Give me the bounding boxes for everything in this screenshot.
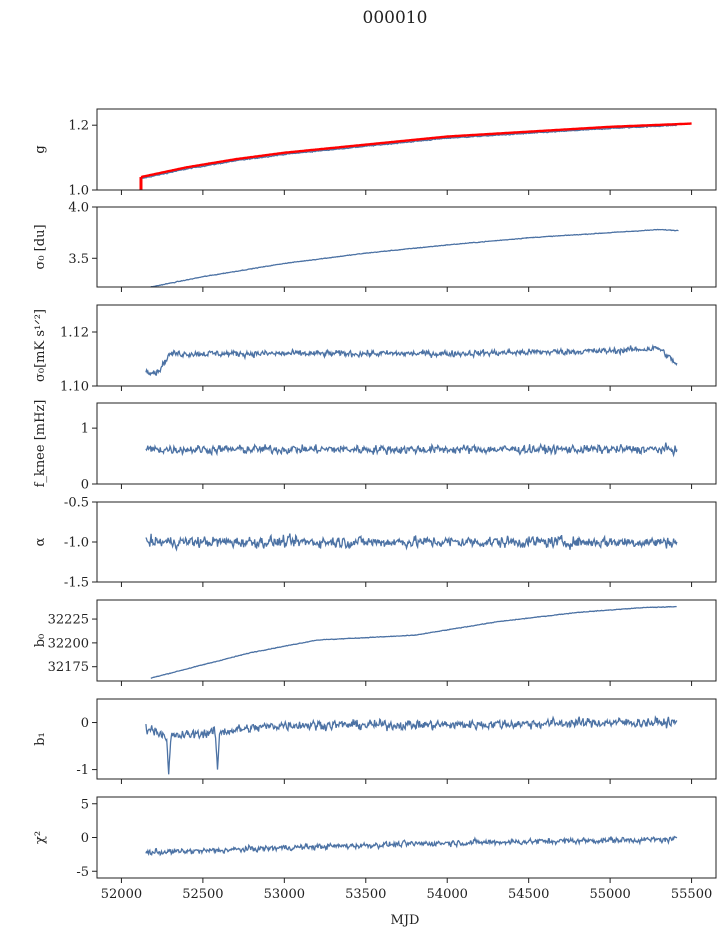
series-line-6 <box>150 605 677 679</box>
series-line-1 <box>140 124 677 180</box>
y-tick-label: 1.10 <box>60 380 89 395</box>
y-tick-label: 1 <box>81 422 89 437</box>
y-axis-label-3: σ₀[mK s¹ᐟ²] <box>33 309 48 382</box>
panel-frame-1 <box>96 108 717 191</box>
panel-frame-2 <box>96 206 717 288</box>
panel-frame-6 <box>96 599 717 682</box>
x-tick-label: 53500 <box>345 887 386 902</box>
x-tick-label: 54000 <box>427 887 468 902</box>
panel-3: 1.10 1.12 σ₀[mK s¹ᐟ²] <box>33 304 717 395</box>
y-tick-label: 0 <box>81 478 89 493</box>
y-tick-label: -5 <box>76 865 89 880</box>
panel-7: -1 0 b₁ <box>33 698 717 784</box>
panel-8: -5 0 5 χ² 52000 52500 53000 53500 54000 54500 5500… <box>33 796 717 902</box>
panels: 1.0 1.2 g 3.5 4.0 σ₀ [du] 1.10 1.12 σ₀[mK s¹ᐟ²] 0… <box>33 108 717 902</box>
series-line-3 <box>145 343 678 377</box>
y-tick-label: -0.5 <box>64 496 89 511</box>
y-tick-label: -1.0 <box>64 536 89 551</box>
panel-2: 3.5 4.0 σ₀ [du] <box>33 201 717 292</box>
y-tick-label: 32200 <box>48 636 89 651</box>
y-axis-label-6: b₀ <box>33 634 48 648</box>
y-tick-label: -1 <box>76 763 89 778</box>
x-tick-label: 54500 <box>508 887 549 902</box>
figure-title: 000010 <box>363 8 428 28</box>
y-axis-label-8: χ² <box>33 831 48 844</box>
y-tick-label: 1.2 <box>68 119 89 134</box>
x-tick-label: 55000 <box>589 887 630 902</box>
series-line-7 <box>145 715 678 775</box>
x-axis-label: MJD <box>391 913 420 928</box>
y-tick-label: 0 <box>81 716 89 731</box>
y-tick-label: 32175 <box>48 660 89 675</box>
x-tick-label: 53000 <box>264 887 305 902</box>
y-axis-label-7: b₁ <box>33 732 48 746</box>
y-axis-label-4: f_knee [mHz] <box>33 400 48 488</box>
y-tick-label: 1.0 <box>68 184 89 199</box>
x-tick-label: 52000 <box>101 887 142 902</box>
x-tick-label: 55500 <box>671 887 712 902</box>
series-line-5 <box>145 533 678 552</box>
panel-frame-7 <box>96 698 717 780</box>
y-axis-label-1: g <box>33 145 48 153</box>
panel-frame-3 <box>96 304 717 387</box>
panel-frame-4 <box>96 402 717 485</box>
panel-4: 0 1 f_knee [mHz] <box>33 400 717 493</box>
y-tick-label: 4.0 <box>68 201 89 216</box>
panel-1: 1.0 1.2 g <box>33 108 717 199</box>
fit-line <box>140 122 692 179</box>
series-line-8 <box>145 835 678 857</box>
y-tick-label: 1.12 <box>60 326 89 341</box>
series-line-2 <box>150 228 679 288</box>
y-axis-label-2: σ₀ [du] <box>33 224 48 269</box>
y-tick-label: 5 <box>81 797 89 812</box>
y-axis-label-5: α <box>33 537 48 546</box>
x-tick-label: 52500 <box>182 887 223 902</box>
y-tick-label: 3.5 <box>68 252 89 267</box>
y-tick-label: 0 <box>81 831 89 846</box>
y-tick-label: -1.5 <box>64 576 89 591</box>
panel-5: -1.5 -1.0 -0.5 α <box>33 496 717 591</box>
y-tick-label: 32225 <box>48 613 89 628</box>
series-line-4 <box>145 442 678 458</box>
